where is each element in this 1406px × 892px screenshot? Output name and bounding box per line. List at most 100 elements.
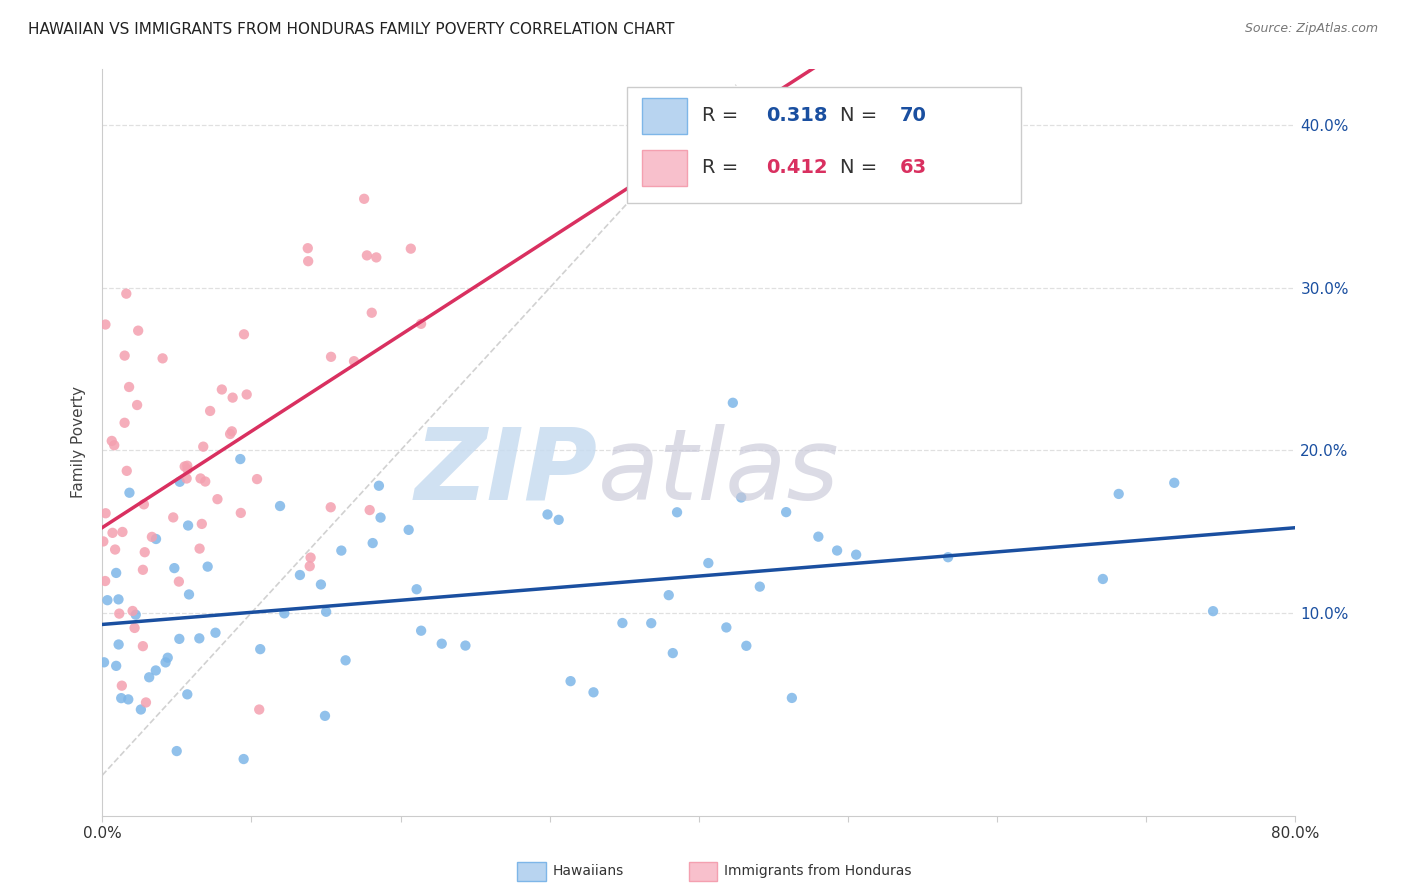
Point	[138, 670, 160, 684]
Point	[319, 350, 342, 364]
Point	[124, 621, 146, 635]
Point	[125, 607, 148, 622]
Point	[100, 434, 122, 448]
Point	[121, 604, 143, 618]
Text: 63: 63	[900, 159, 927, 178]
Point	[359, 503, 381, 517]
Point	[118, 485, 141, 500]
Point	[132, 497, 155, 511]
Point	[135, 695, 157, 709]
Point	[111, 679, 134, 693]
Point	[298, 559, 321, 574]
Point	[235, 387, 257, 401]
Point	[176, 471, 198, 485]
Point	[775, 505, 797, 519]
Point	[127, 398, 149, 412]
Point	[115, 286, 138, 301]
Point	[229, 506, 252, 520]
Text: atlas: atlas	[598, 424, 839, 521]
Point	[612, 615, 634, 630]
Point	[273, 607, 295, 621]
Point	[1163, 475, 1185, 490]
Point	[176, 458, 198, 473]
Text: N =: N =	[839, 106, 883, 125]
Point	[141, 530, 163, 544]
Text: 70: 70	[900, 106, 927, 125]
Point	[735, 639, 758, 653]
Point	[297, 241, 319, 255]
Point	[361, 536, 384, 550]
Point	[233, 327, 256, 342]
Text: 0.412: 0.412	[766, 159, 827, 178]
Point	[343, 354, 366, 368]
Point	[398, 523, 420, 537]
Text: N =: N =	[839, 159, 883, 178]
Point	[356, 248, 378, 262]
Point	[107, 638, 129, 652]
Point	[582, 685, 605, 699]
Point	[105, 658, 128, 673]
Point	[640, 616, 662, 631]
Point	[353, 192, 375, 206]
Point	[411, 624, 433, 638]
Point	[221, 425, 243, 439]
Point	[221, 391, 243, 405]
Point	[91, 534, 114, 549]
Point	[94, 506, 117, 520]
Point	[167, 574, 190, 589]
Point	[111, 524, 134, 539]
Text: R =: R =	[703, 159, 745, 178]
Point	[211, 383, 233, 397]
Point	[163, 561, 186, 575]
Point	[132, 563, 155, 577]
Point	[177, 518, 200, 533]
Point	[560, 674, 582, 689]
Point	[114, 416, 136, 430]
Point	[748, 580, 770, 594]
Point	[430, 637, 453, 651]
Point	[730, 491, 752, 505]
Point	[309, 577, 332, 591]
Point	[104, 542, 127, 557]
Point	[145, 664, 167, 678]
Point	[169, 475, 191, 489]
Point	[173, 459, 195, 474]
Point	[93, 655, 115, 669]
Point	[335, 653, 357, 667]
Point	[825, 543, 848, 558]
Point	[155, 656, 177, 670]
Point	[118, 380, 141, 394]
Point	[807, 530, 830, 544]
Point	[697, 556, 720, 570]
Point	[110, 691, 132, 706]
Point	[229, 452, 252, 467]
Point	[191, 516, 214, 531]
Point	[360, 306, 382, 320]
Text: Source: ZipAtlas.com: Source: ZipAtlas.com	[1244, 22, 1378, 36]
Point	[134, 545, 156, 559]
Point	[96, 593, 118, 607]
Text: ZIP: ZIP	[415, 424, 598, 521]
Point	[177, 587, 200, 601]
Point	[219, 427, 242, 442]
Point	[399, 242, 422, 256]
Point	[780, 690, 803, 705]
Point	[197, 559, 219, 574]
Point	[207, 492, 229, 507]
Point	[193, 440, 215, 454]
Point	[366, 251, 388, 265]
Point	[247, 702, 270, 716]
Point	[188, 541, 211, 556]
Point	[370, 510, 392, 524]
Point	[936, 550, 959, 565]
Point	[108, 607, 131, 621]
Point	[547, 513, 569, 527]
Point	[188, 632, 211, 646]
Point	[152, 351, 174, 366]
Point	[454, 639, 477, 653]
Point	[198, 404, 221, 418]
Point	[409, 317, 432, 331]
Text: R =: R =	[703, 106, 745, 125]
Point	[176, 687, 198, 701]
Point	[94, 574, 117, 588]
